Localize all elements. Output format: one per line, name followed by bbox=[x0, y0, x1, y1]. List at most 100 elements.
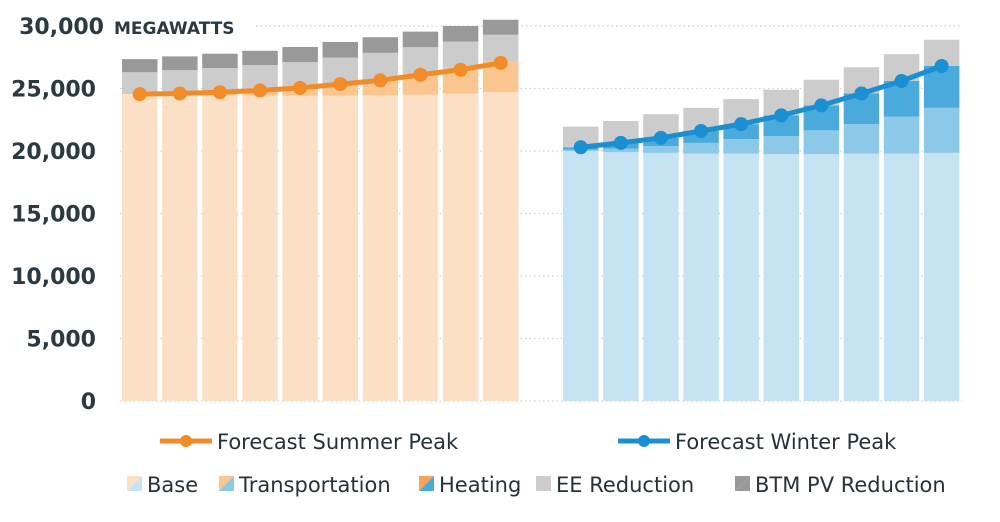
line-point bbox=[493, 55, 508, 70]
bar-segment-transportation bbox=[923, 107, 960, 153]
bar-segment-ee-reduction bbox=[122, 72, 158, 94]
y-tick-label: 5,000 bbox=[26, 328, 96, 353]
bar-segment-ee-reduction bbox=[643, 114, 679, 138]
line-point bbox=[934, 59, 949, 73]
bar-segment-base bbox=[603, 152, 639, 401]
bar-segment-base bbox=[803, 154, 840, 401]
bar-segment-base bbox=[442, 93, 479, 401]
line-point bbox=[573, 140, 588, 155]
bar-segment-base bbox=[282, 95, 318, 401]
bar-segment-transportation bbox=[803, 130, 840, 155]
legend-label: Heating bbox=[439, 473, 521, 497]
bars bbox=[122, 19, 960, 401]
bar-segment-btm-pv-reduction bbox=[122, 59, 158, 73]
line-point bbox=[253, 83, 268, 98]
bar-segment-base bbox=[563, 151, 599, 401]
bar-segment-base bbox=[162, 94, 198, 401]
bar-segment-ee-reduction bbox=[162, 70, 198, 94]
bar-segment-btm-pv-reduction bbox=[282, 47, 318, 62]
y-tick-label: 25,000 bbox=[11, 78, 96, 103]
legend-item-forecast-summer-peak: Forecast Summer Peak bbox=[160, 430, 459, 454]
line-point bbox=[814, 98, 829, 113]
legend-swatch-icon bbox=[536, 476, 551, 491]
bar-segment-transportation bbox=[723, 139, 759, 154]
bar-segment-base bbox=[482, 92, 519, 401]
line-point bbox=[373, 73, 388, 88]
line-point bbox=[774, 108, 789, 123]
bar-segment-base bbox=[122, 94, 158, 401]
legend: Forecast Summer Peak Forecast Winter Peak… bbox=[127, 430, 946, 497]
legend-item-forecast-winter-peak: Forecast Winter Peak bbox=[618, 430, 897, 454]
bar-segment-transportation bbox=[763, 136, 799, 155]
bar-segment-btm-pv-reduction bbox=[322, 42, 358, 58]
legend-swatch-icon bbox=[127, 476, 142, 491]
bar-segment-base bbox=[242, 95, 278, 401]
legend-swatch-icon bbox=[735, 476, 750, 491]
line-point bbox=[734, 117, 749, 132]
line-point bbox=[293, 80, 308, 95]
bar-segment-ee-reduction bbox=[603, 121, 639, 143]
bar-segment-btm-pv-reduction bbox=[162, 56, 198, 71]
bar-segment-base bbox=[362, 95, 399, 401]
line-point bbox=[854, 86, 869, 101]
bar-segment-base bbox=[402, 94, 439, 401]
line-point bbox=[413, 67, 428, 82]
bar-segment-transportation bbox=[603, 148, 639, 153]
line-point bbox=[132, 87, 147, 102]
legend-label: Forecast Winter Peak bbox=[675, 430, 897, 454]
bar-segment-ee-reduction bbox=[202, 68, 238, 92]
legend-item-btm-pv-reduction: BTM PV Reduction bbox=[735, 473, 946, 497]
legend-label: EE Reduction bbox=[556, 473, 694, 497]
bar-segment-ee-reduction bbox=[683, 107, 719, 131]
bar-segment-transportation bbox=[883, 116, 920, 154]
legend-marker-icon bbox=[638, 435, 650, 447]
line-point bbox=[694, 124, 709, 138]
line-point bbox=[894, 74, 909, 88]
bar-segment-ee-reduction bbox=[563, 126, 599, 148]
line-point bbox=[613, 135, 628, 150]
legend-label: BTM PV Reduction bbox=[755, 473, 946, 497]
y-axis: 0 5,000 10,000 15,000 20,000 25,000 30,000 bbox=[11, 15, 104, 415]
bar-segment-transportation bbox=[683, 142, 719, 154]
bar-segment-base bbox=[723, 153, 759, 401]
legend-item-ee-reduction: EE Reduction bbox=[536, 473, 694, 497]
legend-label: Forecast Summer Peak bbox=[217, 430, 459, 454]
bar-segment-base bbox=[202, 95, 238, 401]
line-point bbox=[172, 86, 187, 101]
bar-segment-base bbox=[923, 152, 960, 401]
y-tick-label: 10,000 bbox=[11, 265, 96, 290]
bar-segment-btm-pv-reduction bbox=[202, 53, 238, 69]
bar-segment-transportation bbox=[402, 74, 439, 95]
legend-swatch-icon bbox=[419, 476, 434, 491]
bar-segment-base bbox=[322, 95, 358, 401]
bar-segment-btm-pv-reduction bbox=[482, 19, 519, 35]
legend-label: Transportation bbox=[238, 473, 391, 497]
line-point bbox=[653, 130, 668, 145]
bar-group-summer bbox=[122, 19, 519, 401]
legend-label: Base bbox=[147, 473, 198, 497]
bar-segment-transportation bbox=[843, 124, 880, 154]
y-tick-label: 0 bbox=[81, 390, 96, 415]
line-point bbox=[453, 62, 468, 77]
bar-segment-base bbox=[763, 154, 799, 401]
bar-segment-btm-pv-reduction bbox=[442, 26, 479, 42]
legend-item-transportation: Transportation bbox=[219, 473, 391, 497]
peak-lines bbox=[132, 55, 949, 155]
bar-segment-base bbox=[843, 153, 880, 401]
legend-swatch-icon bbox=[219, 476, 234, 491]
bar-segment-base bbox=[643, 152, 679, 401]
line-forecast-summer-peak bbox=[139, 60, 502, 97]
y-tick-label: 30,000 bbox=[19, 15, 104, 40]
bar-segment-base bbox=[883, 153, 920, 401]
y-tick-label: 20,000 bbox=[11, 140, 96, 165]
bar-segment-transportation bbox=[643, 146, 679, 153]
bar-segment-heating bbox=[763, 115, 799, 136]
y-tick-label: 15,000 bbox=[11, 203, 96, 228]
bar-segment-btm-pv-reduction bbox=[362, 37, 399, 53]
legend-item-base: Base bbox=[127, 473, 198, 497]
bar-group-winter bbox=[563, 39, 960, 401]
line-point bbox=[333, 77, 348, 92]
bar-segment-btm-pv-reduction bbox=[242, 50, 278, 66]
bar-segment-btm-pv-reduction bbox=[402, 31, 439, 48]
